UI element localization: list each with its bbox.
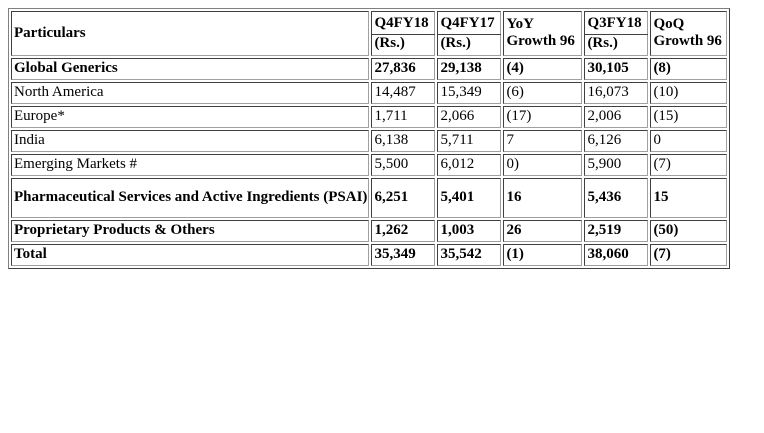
cell-qoq: 15 [650, 178, 728, 218]
table-row-total: Total 35,349 35,542 (1) 38,060 (7) [11, 244, 728, 266]
cell-yoy: (1) [503, 244, 583, 266]
cell-q4fy17: 15,349 [437, 82, 502, 104]
header-q4fy17-title: Q4FY17 [440, 14, 495, 31]
row-label: Global Generics [11, 58, 370, 80]
row-label: North America [11, 82, 370, 104]
header-qoq-growth: QoQ Growth 96 [650, 11, 728, 56]
header-qoq-line2: Growth 96 [653, 33, 722, 49]
header-q4fy18-unit: (Rs.) [374, 34, 405, 51]
report-container: Particulars Q4FY18 (Rs.) Q4FY17 (Rs.) Yo… [8, 8, 731, 269]
header-yoy-growth: YoY Growth 96 [503, 11, 583, 56]
header-particulars: Particulars [11, 11, 370, 56]
header-divider [372, 33, 436, 35]
table-row-europe: Europe* 1,711 2,066 (17) 2,006 (15) [11, 106, 728, 128]
cell-q4fy17: 5,711 [437, 130, 502, 152]
cell-qoq: (50) [650, 220, 728, 242]
header-divider [438, 33, 502, 35]
cell-q4fy17: 6,012 [437, 154, 502, 176]
header-q4fy17: Q4FY17 (Rs.) [437, 11, 502, 56]
header-q4fy17-unit: (Rs.) [440, 34, 471, 51]
header-yoy-line1: YoY [506, 16, 534, 32]
cell-yoy: 16 [503, 178, 583, 218]
header-yoy-line2: Growth 96 [506, 33, 575, 49]
cell-q3fy18: 2,519 [584, 220, 649, 242]
cell-q4fy17: 2,066 [437, 106, 502, 128]
cell-qoq: (10) [650, 82, 728, 104]
cell-q4fy18: 1,711 [371, 106, 436, 128]
header-divider [585, 33, 649, 35]
header-q3fy18-unit: (Rs.) [587, 34, 618, 51]
cell-q3fy18: 30,105 [584, 58, 649, 80]
cell-q4fy18: 27,836 [371, 58, 436, 80]
cell-q3fy18: 5,900 [584, 154, 649, 176]
cell-qoq: (7) [650, 244, 728, 266]
header-q3fy18: Q3FY18 (Rs.) [584, 11, 649, 56]
cell-q3fy18: 38,060 [584, 244, 649, 266]
header-q4fy18-title: Q4FY18 [374, 14, 429, 31]
cell-q4fy18: 6,251 [371, 178, 436, 218]
table-row-north-america: North America 14,487 15,349 (6) 16,073 (… [11, 82, 728, 104]
row-label: Total [11, 244, 370, 266]
revenue-table: Particulars Q4FY18 (Rs.) Q4FY17 (Rs.) Yo… [8, 8, 731, 269]
cell-q4fy18: 1,262 [371, 220, 436, 242]
cell-q4fy17: 5,401 [437, 178, 502, 218]
cell-qoq: 0 [650, 130, 728, 152]
table-row-india: India 6,138 5,711 7 6,126 0 [11, 130, 728, 152]
cell-qoq: (15) [650, 106, 728, 128]
header-q4fy18: Q4FY18 (Rs.) [371, 11, 436, 56]
cell-yoy: 0) [503, 154, 583, 176]
header-q3fy18-title: Q3FY18 [587, 14, 642, 31]
cell-yoy: 26 [503, 220, 583, 242]
row-label: India [11, 130, 370, 152]
table-row-emerging-markets: Emerging Markets # 5,500 6,012 0) 5,900 … [11, 154, 728, 176]
table-row-global-generics: Global Generics 27,836 29,138 (4) 30,105… [11, 58, 728, 80]
cell-q4fy18: 5,500 [371, 154, 436, 176]
cell-yoy: 7 [503, 130, 583, 152]
row-label: Proprietary Products & Others [11, 220, 370, 242]
cell-yoy: (17) [503, 106, 583, 128]
cell-q3fy18: 2,006 [584, 106, 649, 128]
cell-q4fy18: 14,487 [371, 82, 436, 104]
cell-yoy: (4) [503, 58, 583, 80]
cell-q3fy18: 5,436 [584, 178, 649, 218]
cell-q4fy17: 29,138 [437, 58, 502, 80]
cell-q4fy18: 6,138 [371, 130, 436, 152]
cell-q3fy18: 16,073 [584, 82, 649, 104]
cell-q4fy17: 35,542 [437, 244, 502, 266]
row-label: Pharmaceutical Services and Active Ingre… [11, 178, 370, 218]
row-label: Europe* [11, 106, 370, 128]
cell-qoq: (7) [650, 154, 728, 176]
cell-q3fy18: 6,126 [584, 130, 649, 152]
cell-q4fy18: 35,349 [371, 244, 436, 266]
cell-q4fy17: 1,003 [437, 220, 502, 242]
header-row: Particulars Q4FY18 (Rs.) Q4FY17 (Rs.) Yo… [11, 11, 728, 56]
table-row-proprietary-products: Proprietary Products & Others 1,262 1,00… [11, 220, 728, 242]
table-row-psai: Pharmaceutical Services and Active Ingre… [11, 178, 728, 218]
cell-qoq: (8) [650, 58, 728, 80]
row-label: Emerging Markets # [11, 154, 370, 176]
header-qoq-line1: QoQ [653, 16, 685, 32]
cell-yoy: (6) [503, 82, 583, 104]
